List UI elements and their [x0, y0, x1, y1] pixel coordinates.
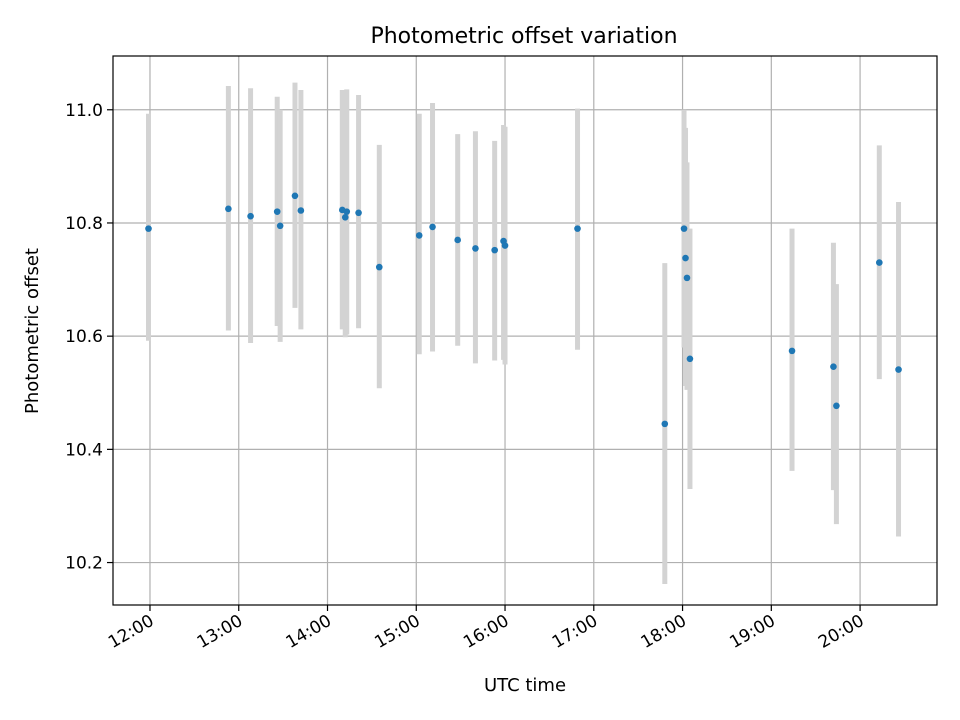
error-bars: [146, 82, 902, 585]
data-point: [415, 232, 423, 239]
x-tick-label: 13:00: [194, 611, 246, 653]
data-point: [276, 222, 284, 230]
data-point: [343, 208, 351, 215]
x-tick-label: 16:00: [460, 611, 512, 653]
x-tick-label: 15:00: [371, 611, 423, 653]
x-tick-label: 18:00: [638, 611, 690, 653]
data-point: [429, 223, 436, 231]
data-point: [895, 366, 902, 373]
data-point: [472, 245, 479, 252]
x-tick-label: 20:00: [815, 611, 867, 653]
x-tick-label: 14:00: [283, 611, 335, 653]
data-point: [273, 208, 281, 215]
x-tick-label: 19:00: [726, 611, 778, 653]
y-tick-label: 10.8: [65, 214, 103, 234]
y-axis-ticks: 10.2 10.4 10.6 10.8 11.0: [65, 101, 113, 574]
data-points: [145, 192, 902, 428]
data-point: [375, 263, 383, 271]
data-point: [682, 254, 689, 262]
x-tick-label: 12:00: [105, 611, 157, 653]
y-tick-label: 10.6: [65, 327, 103, 347]
plot-area-frame: [112, 55, 938, 606]
data-point: [355, 209, 362, 217]
data-point: [683, 274, 691, 282]
data-point: [297, 207, 305, 214]
data-point: [686, 355, 694, 363]
data-point: [830, 363, 837, 371]
chart-title: Photometric offset variation: [370, 24, 677, 49]
data-point: [574, 225, 581, 232]
data-point: [680, 225, 688, 232]
data-point: [225, 205, 232, 213]
y-tick-label: 10.2: [65, 554, 103, 574]
data-point: [247, 212, 254, 220]
data-point: [341, 214, 349, 221]
data-point: [876, 259, 883, 266]
y-tick-label: 10.4: [65, 440, 103, 460]
x-tick-label: 17:00: [549, 611, 601, 653]
data-point: [454, 236, 461, 244]
grid: [113, 56, 937, 605]
x-axis-ticks: 12:00 13:00 14:00 15:00 16:00 17:00 18:00 19:00…: [105, 605, 868, 653]
x-axis-label: UTC time: [484, 675, 566, 696]
data-point: [145, 225, 152, 232]
data-point: [661, 420, 669, 428]
y-axis-label: Photometric offset: [22, 248, 43, 414]
data-point: [501, 242, 509, 249]
data-point: [833, 402, 840, 410]
data-point: [291, 192, 299, 200]
data-point: [788, 347, 796, 355]
data-point: [491, 246, 498, 254]
y-tick-label: 11.0: [65, 101, 103, 121]
